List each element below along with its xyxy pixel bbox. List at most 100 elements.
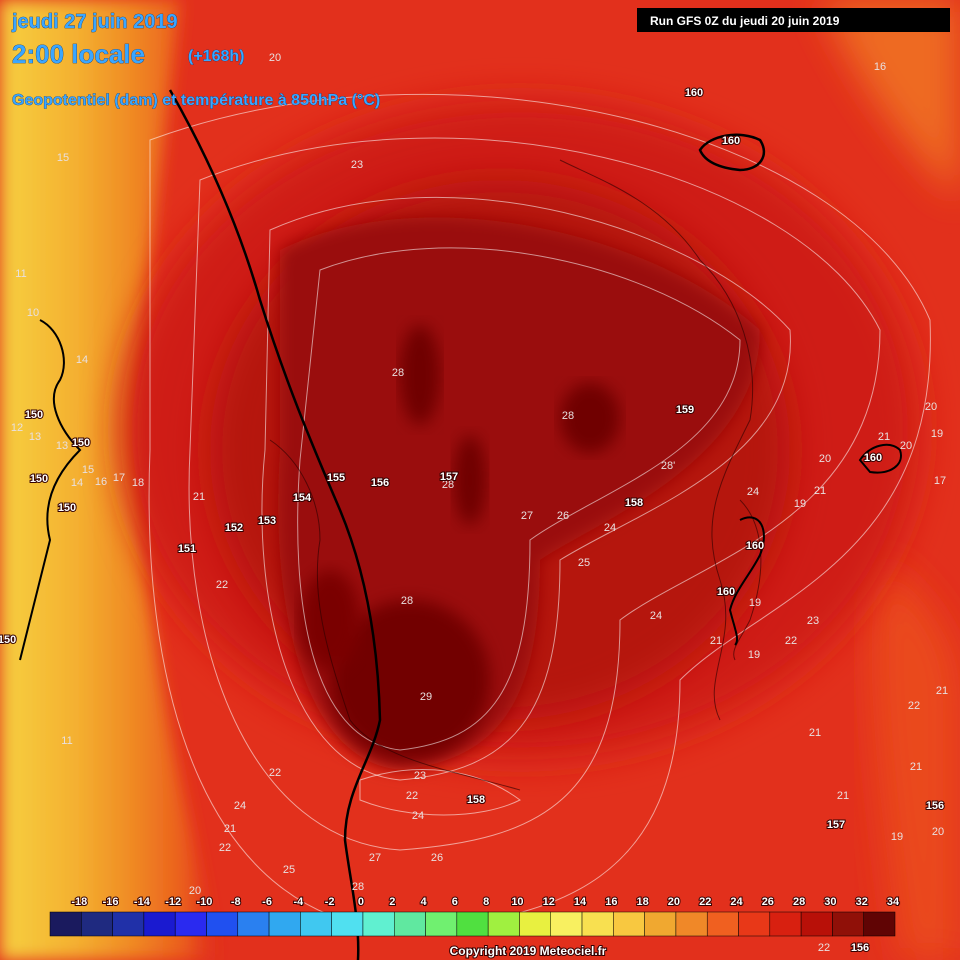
geopotential-label: 158 (467, 794, 485, 806)
temperature-label: 15 (82, 464, 94, 476)
temperature-label: 19 (931, 428, 943, 440)
colorbar-swatch (706, 911, 739, 937)
temperature-label: 22 (219, 842, 231, 854)
temperature-label: 28 (401, 595, 413, 607)
run-info: Run GFS 0Z du jeudi 20 juin 2019 (650, 14, 840, 28)
colorbar-swatch (425, 911, 458, 937)
colorbar-label: 22 (699, 896, 711, 908)
geopotential-label: 160 (685, 87, 703, 99)
colorbar-swatch (143, 911, 176, 937)
temperature-label: 19 (794, 498, 806, 510)
temperature-label: 19 (749, 597, 761, 609)
geopotential-label: 151 (178, 543, 196, 555)
colorbar-label: 34 (887, 896, 900, 908)
geopotential-contours (19, 89, 902, 960)
temperature-label: 23 (807, 615, 819, 627)
geopotential-label: 160 (864, 452, 882, 464)
temperature-label: 20 (900, 440, 912, 452)
temperature-label: 22 (406, 790, 418, 802)
colorbar-label: -12 (165, 896, 181, 908)
geopotential-label: 160 (722, 135, 740, 147)
colorbar-swatch (832, 911, 864, 937)
geopotential-label: 154 (293, 492, 312, 504)
colorbar-swatch (644, 911, 677, 937)
temperature-label: 13 (29, 431, 41, 443)
temperature-label: 26 (431, 852, 443, 864)
colorbar-swatch (362, 911, 395, 937)
temperature-label: 25 (283, 864, 295, 876)
colorbar-swatch (206, 911, 239, 937)
geopotential-label: 160 (717, 586, 735, 598)
geopotential-label: 153 (258, 515, 276, 527)
geopotential-label: 159 (676, 404, 694, 416)
temperature-label: 11 (61, 735, 72, 747)
colorbar-swatch (769, 911, 802, 937)
temperature-label: 22 (216, 579, 228, 591)
borders (269, 159, 762, 791)
colorbar-label: 28 (793, 896, 805, 908)
geopotential-label: 160 (746, 540, 764, 552)
colorbar-label: 2 (389, 896, 395, 908)
temperature-label: 21 (224, 823, 236, 835)
colorbar-label: 4 (420, 896, 427, 908)
colorbar-label: -8 (231, 896, 241, 908)
copyright: Copyright 2019 Meteociel.fr (450, 944, 607, 958)
geopotential-label: 150 (0, 634, 16, 646)
colorbar-label: -2 (325, 896, 335, 908)
colorbar: -18 -16 -14 -12 -10 -8 -6 -4 -2 0 2 4 6 8 10 12 14 16 18 20… (49, 895, 901, 937)
geopotential-label: 156 (371, 477, 389, 489)
temperature-label: 15 (57, 152, 69, 164)
colorbar-label: 30 (824, 896, 836, 908)
colorbar-label: 8 (483, 896, 489, 908)
temperature-label: 10 (27, 307, 39, 319)
temperature-label: 21 (936, 685, 948, 697)
colorbar-swatch (268, 911, 301, 937)
temperature-label: 17 (934, 475, 946, 487)
temperature-label: 24 (604, 522, 616, 534)
temperature-label: 24 (747, 486, 759, 498)
temperature-label: 14 (76, 354, 88, 366)
temperature-label: 24 (234, 800, 246, 812)
colorbar-label: 18 (637, 896, 649, 908)
colorbar-label: -10 (197, 896, 213, 908)
temperature-label: 21 (814, 485, 826, 497)
temperature-label: 17 (113, 472, 125, 484)
colorbar-swatch (49, 911, 82, 937)
colorbar-label: 12 (543, 896, 555, 908)
geopotential-label: 152 (225, 522, 243, 534)
temperature-label: 22 (785, 635, 797, 647)
temperature-label: 29 (420, 691, 432, 703)
lead-time: (+168h) (188, 48, 244, 65)
temperature-label: 21 (809, 727, 821, 739)
temperature-label: 23 (351, 159, 363, 171)
field-description: Geopotentiel (dam) et température à 850h… (12, 92, 380, 109)
temperature-label: 12 (11, 422, 23, 434)
temperature-label: 14 (71, 477, 83, 489)
colorbar-label: 6 (452, 896, 458, 908)
temperature-label: 20 (925, 401, 937, 413)
local-time: 2:00 locale (12, 39, 145, 69)
temperature-label: 20 (819, 453, 831, 465)
colorbar-label: 20 (668, 896, 680, 908)
colorbar-swatch (112, 911, 145, 937)
colorbar-swatch (738, 911, 771, 937)
colorbar-swatch (800, 911, 833, 937)
colorbar-label: 16 (605, 896, 617, 908)
temperature-label: 16 (874, 61, 886, 73)
colorbar-label: -14 (134, 896, 151, 908)
temperature-label: 21 (710, 635, 722, 647)
temperature-label: 16 (95, 476, 107, 488)
colorbar-label: 0 (358, 896, 364, 908)
temperature-label: 18 (132, 477, 144, 489)
isotherms (148, 93, 931, 931)
temperature-label: 13 (56, 440, 68, 452)
colorbar-swatch (519, 911, 551, 937)
temperature-label: 20 (932, 826, 944, 838)
colorbar-swatch (174, 911, 207, 937)
geopotential-label: 157 (827, 819, 845, 831)
temperature-label: 24 (650, 610, 662, 622)
temperature-label: 20 (269, 52, 281, 64)
date: jeudi 27 juin 2019 (11, 11, 178, 33)
